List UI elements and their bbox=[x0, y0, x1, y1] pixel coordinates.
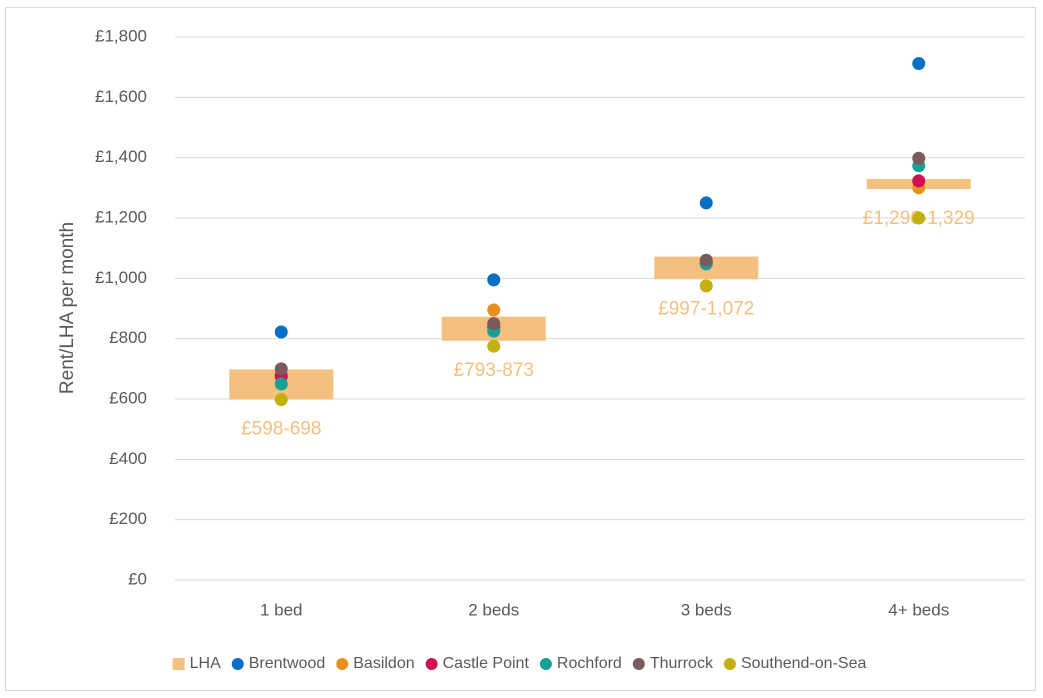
legend-label: Basildon bbox=[353, 655, 414, 672]
x-tick-label: 3 beds bbox=[681, 600, 732, 619]
data-point bbox=[274, 377, 288, 391]
data-point bbox=[274, 362, 288, 376]
y-tick-label: £1,400 bbox=[95, 147, 147, 166]
legend-label: Thurrock bbox=[650, 655, 714, 672]
legend-marker bbox=[336, 658, 349, 670]
data-point bbox=[699, 279, 713, 293]
y-tick-label: £600 bbox=[109, 388, 147, 407]
y-tick-label: £800 bbox=[109, 328, 147, 347]
x-tick-label: 1 bed bbox=[260, 600, 303, 619]
legend-label: Brentwood bbox=[249, 655, 326, 672]
data-point bbox=[487, 339, 501, 353]
y-tick-label: £1,000 bbox=[95, 268, 147, 287]
legend-label: Castle Point bbox=[443, 655, 530, 672]
y-tick-label: £1,600 bbox=[95, 87, 147, 106]
y-tick-label: £400 bbox=[109, 449, 147, 468]
data-point bbox=[912, 57, 926, 71]
y-tick-label: £1,800 bbox=[95, 26, 147, 45]
legend-label: Rochford bbox=[557, 655, 622, 672]
legend-marker bbox=[539, 658, 552, 670]
range-label: £997-1,072 bbox=[658, 298, 754, 319]
data-point bbox=[487, 273, 501, 287]
data-point bbox=[699, 253, 713, 267]
legend-marker bbox=[632, 658, 645, 670]
chart-border bbox=[5, 7, 1036, 691]
x-tick-label: 2 beds bbox=[468, 600, 519, 619]
legend-label: LHA bbox=[190, 655, 221, 672]
legend-marker bbox=[723, 658, 736, 670]
y-tick-label: £0 bbox=[128, 569, 147, 588]
legend-label: Southend-on-Sea bbox=[741, 655, 867, 672]
data-point bbox=[487, 317, 501, 331]
data-point bbox=[274, 325, 288, 339]
data-point bbox=[699, 196, 713, 210]
y-axis-label: Rent/LHA per month bbox=[57, 222, 78, 394]
x-tick-label: 4+ beds bbox=[888, 600, 949, 619]
range-label: £598-698 bbox=[241, 419, 321, 440]
data-point bbox=[274, 393, 288, 407]
y-tick-label: £1,200 bbox=[95, 207, 147, 226]
legend-marker bbox=[172, 658, 185, 670]
data-point bbox=[912, 151, 926, 165]
range-label: £793-873 bbox=[454, 360, 534, 381]
legend-marker bbox=[425, 658, 438, 670]
data-point bbox=[487, 303, 501, 317]
data-point bbox=[912, 211, 926, 225]
legend-marker bbox=[231, 658, 244, 670]
y-tick-label: £200 bbox=[109, 509, 147, 528]
data-point bbox=[912, 174, 926, 188]
